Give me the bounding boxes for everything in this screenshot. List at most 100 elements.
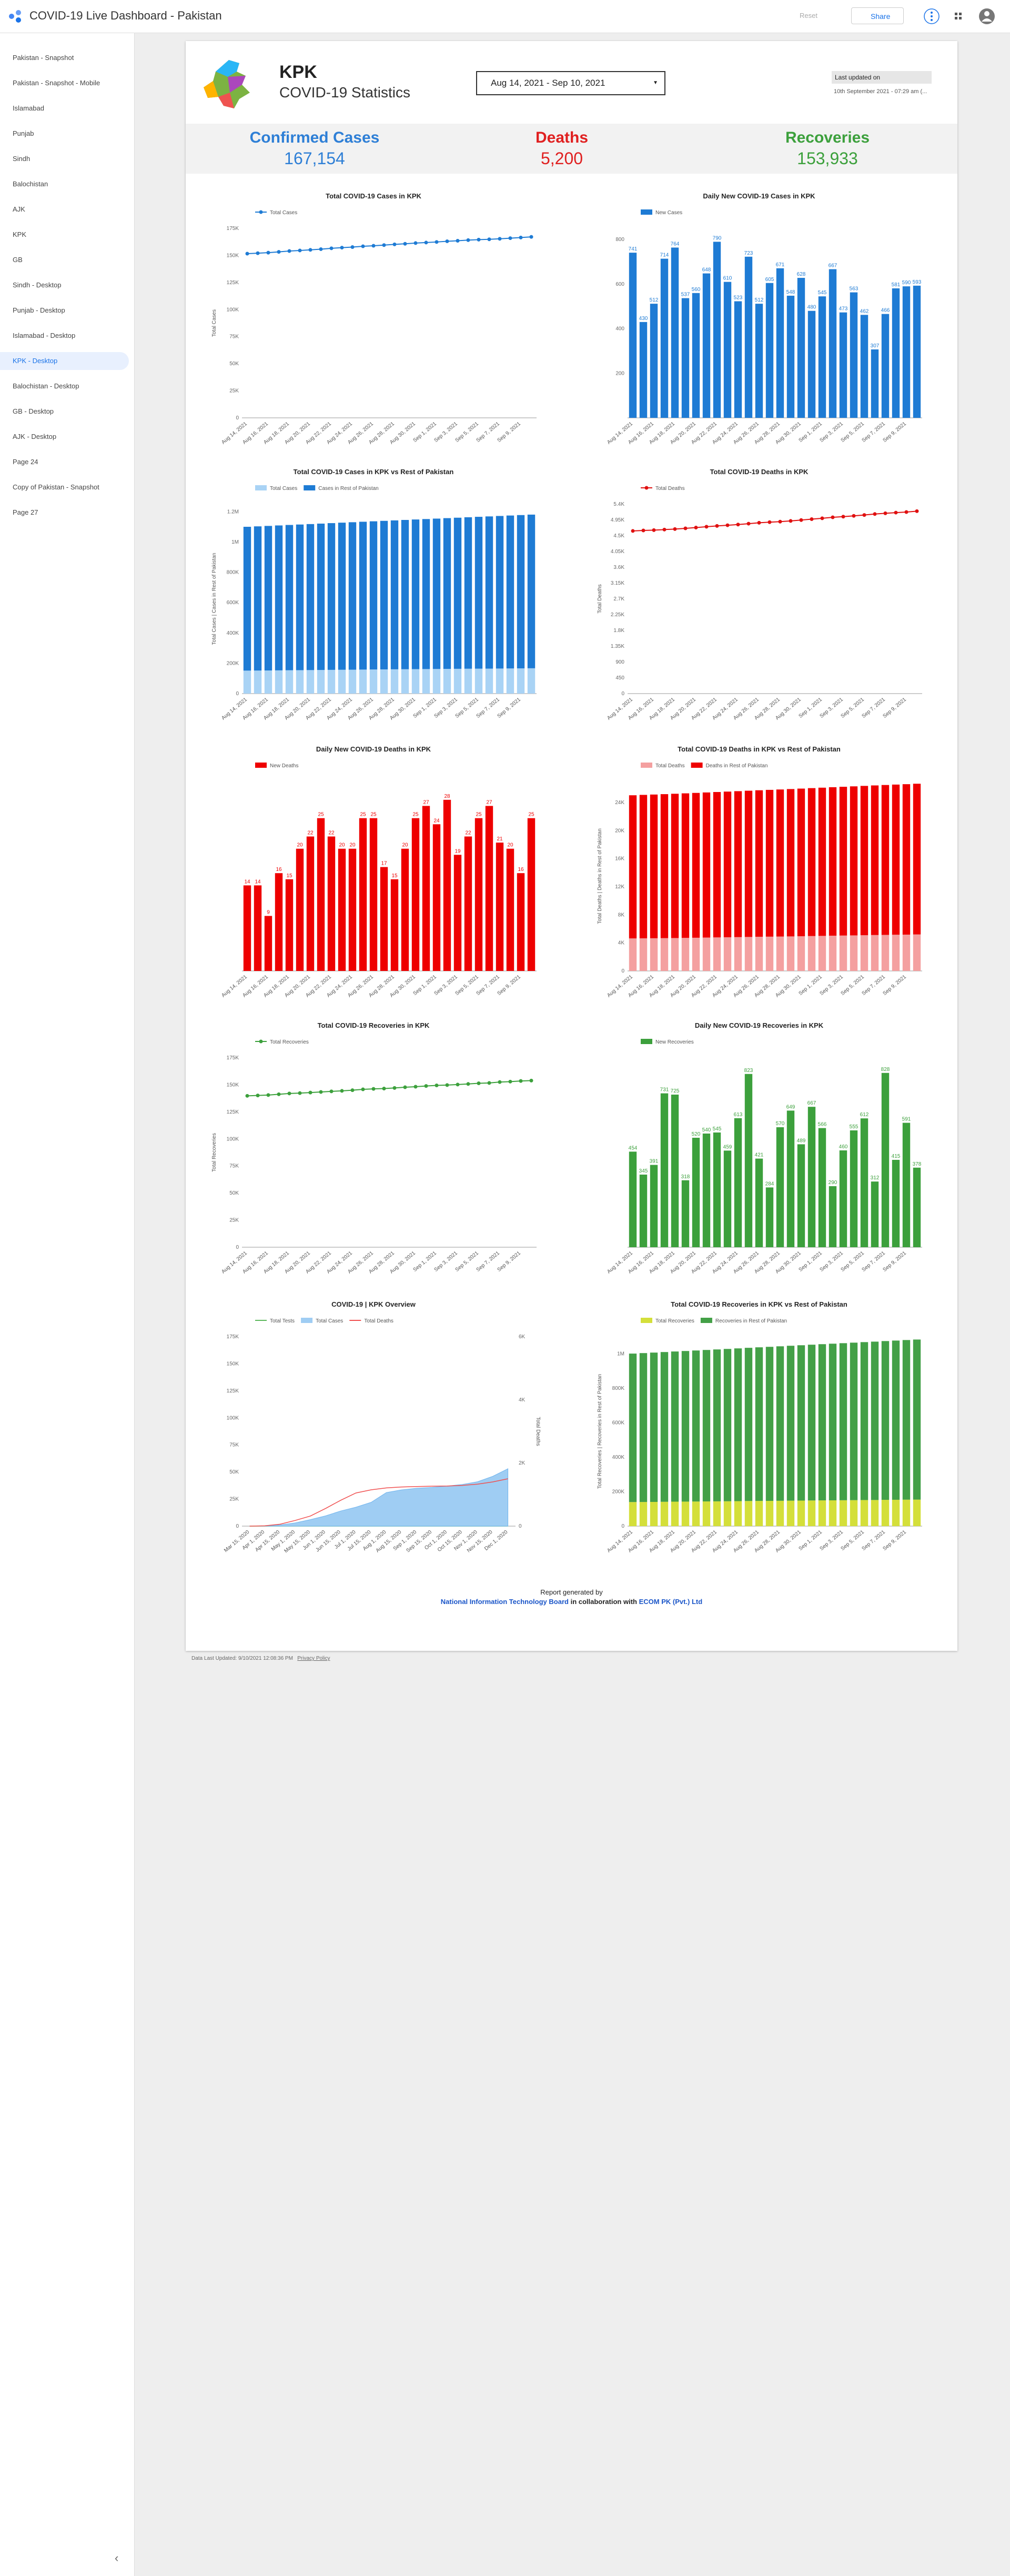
data-label: 454 <box>629 1145 638 1151</box>
bar <box>776 789 784 937</box>
reset-button[interactable]: Reset <box>800 12 817 19</box>
privacy-link[interactable]: Privacy Policy <box>297 1656 330 1661</box>
bar <box>506 668 514 694</box>
x-tick-label: Sep 9, 2021 <box>497 697 522 719</box>
bar <box>629 795 637 939</box>
page-link[interactable]: Islamabad <box>13 104 44 112</box>
area <box>249 1468 509 1527</box>
bar <box>881 785 890 935</box>
page-link[interactable]: Punjab <box>13 129 34 137</box>
data-label: 20 <box>297 843 303 848</box>
page-link[interactable]: Balochistan <box>13 180 48 188</box>
date-range-picker[interactable]: Aug 14, 2021 - Sep 10, 2021 ▼ <box>476 71 665 95</box>
data-label: 714 <box>660 253 669 258</box>
bar <box>765 1187 774 1247</box>
point <box>361 1087 365 1091</box>
partner-link[interactable]: ECOM PK (Pvt.) Ltd <box>639 1598 703 1606</box>
page-link[interactable]: Page 24 <box>13 458 38 466</box>
data-label: 613 <box>734 1112 743 1118</box>
y-tick-label: 150K <box>227 1082 239 1088</box>
y-tick-label: 150K <box>227 1361 239 1367</box>
bar <box>902 935 911 971</box>
bar <box>765 1501 774 1526</box>
page-link[interactable]: Pakistan - Snapshot <box>13 54 74 62</box>
bar <box>517 873 525 971</box>
bar <box>871 349 879 418</box>
bar <box>807 1107 816 1247</box>
point <box>508 236 512 240</box>
point <box>256 1094 260 1098</box>
bar <box>913 1339 921 1500</box>
bar <box>359 818 367 971</box>
legend-label: New Deaths <box>270 763 298 769</box>
bar <box>243 670 251 694</box>
bar <box>902 1499 911 1526</box>
x-tick-label: Sep 9, 2021 <box>882 974 908 997</box>
bar <box>485 806 493 971</box>
data-label: 590 <box>902 280 911 286</box>
page-link[interactable]: KPK <box>13 230 27 238</box>
legend-swatch <box>259 1039 263 1044</box>
bar <box>474 668 483 694</box>
data-label: 22 <box>328 830 335 836</box>
data-label: 523 <box>734 295 743 300</box>
bar <box>443 669 451 694</box>
bar <box>453 855 462 971</box>
legend-label: Total Deaths <box>655 486 685 492</box>
data-label: 25 <box>318 812 324 818</box>
point <box>915 509 919 513</box>
bar <box>671 1351 679 1502</box>
data-label: 20 <box>349 843 356 848</box>
bar <box>692 793 700 938</box>
page-link[interactable]: Copy of Pakistan - Snapshot <box>13 483 99 491</box>
bar <box>527 514 536 668</box>
page-link[interactable]: Pakistan - Snapshot - Mobile <box>13 79 100 87</box>
bar <box>881 1073 890 1247</box>
legend-swatch <box>641 763 652 768</box>
bar <box>807 936 816 971</box>
y-tick-label: 200K <box>227 660 239 666</box>
bar <box>776 268 784 418</box>
bar <box>713 1501 721 1526</box>
point <box>456 1082 460 1087</box>
page-link[interactable]: Islamabad - Desktop <box>13 332 76 339</box>
page-link[interactable]: GB <box>13 256 23 264</box>
page-link[interactable]: AJK - Desktop <box>13 433 57 440</box>
bar <box>818 1344 826 1501</box>
data-label: 462 <box>860 308 869 314</box>
bar <box>786 789 795 937</box>
org-link[interactable]: National Information Technology Board <box>440 1598 569 1606</box>
bar <box>650 794 658 938</box>
chart: Total COVID-19 Recoveries in KPK Total Re… <box>211 1021 537 1275</box>
page-link[interactable]: Balochistan - Desktop <box>13 382 79 390</box>
data-label: 520 <box>692 1131 701 1137</box>
bar <box>317 818 325 971</box>
page-link[interactable]: GB - Desktop <box>13 407 54 415</box>
bar <box>496 843 504 971</box>
y-tick-label: 24K <box>615 800 624 806</box>
bar <box>380 520 388 670</box>
y-tick-label: 100K <box>227 1136 239 1142</box>
bar <box>713 1349 721 1501</box>
y-tick-label: 150K <box>227 253 239 258</box>
bar <box>881 1500 890 1526</box>
bar <box>401 520 409 669</box>
share-button[interactable]: Share <box>851 7 904 24</box>
data-label: 591 <box>902 1117 911 1122</box>
legend-swatch <box>641 209 652 215</box>
page-link[interactable]: Punjab - Desktop <box>13 306 65 314</box>
bar <box>443 799 451 971</box>
page-link[interactable]: Sindh <box>13 155 31 163</box>
bar <box>517 515 525 669</box>
bar <box>734 1501 742 1526</box>
page-link[interactable]: AJK <box>13 205 25 213</box>
page-link[interactable]: Sindh - Desktop <box>13 281 62 289</box>
y-tick-label: 800K <box>612 1386 625 1391</box>
bar <box>786 1500 795 1526</box>
point <box>498 1080 502 1084</box>
page-link[interactable]: KPK - Desktop <box>0 352 129 370</box>
page-link[interactable]: Page 27 <box>13 508 38 516</box>
bar <box>453 668 462 694</box>
bar <box>871 1181 879 1247</box>
collapse-icon[interactable]: ‹ <box>115 2551 119 2564</box>
